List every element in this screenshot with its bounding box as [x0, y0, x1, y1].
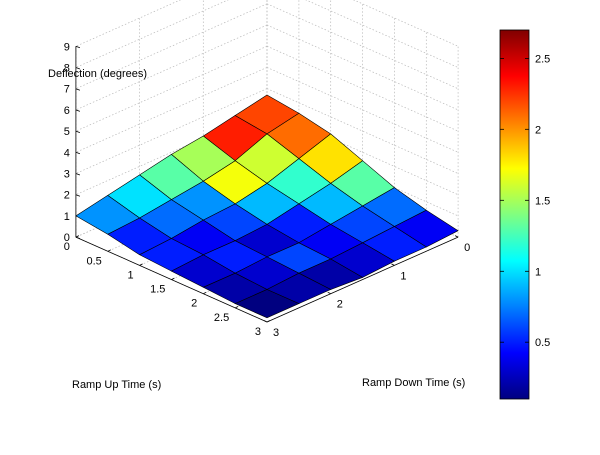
y-tick-mark	[263, 320, 268, 323]
x-tick-label: 2	[191, 298, 197, 310]
colorbar-tick-label: 2	[535, 124, 541, 136]
y-tick-label: 0	[464, 242, 470, 254]
y-tick-mark	[327, 291, 331, 295]
z-tick-mark	[75, 194, 81, 197]
z-tick-mark	[75, 88, 81, 91]
z-tick-label: 1	[64, 211, 70, 223]
y-tick-label: 3	[273, 327, 279, 339]
colorbar-gradient	[499, 29, 530, 400]
grid-line	[75, 0, 229, 68]
z-tick-label: 0	[64, 232, 70, 244]
surface-layer	[75, 94, 459, 319]
z-tick-label: 5	[64, 126, 70, 138]
z-tick-mark	[75, 236, 81, 239]
x-tick-label: 1	[127, 269, 133, 281]
y-tick-mark	[454, 235, 459, 238]
colorbar-tick-label: 0.5	[535, 337, 550, 349]
z-axis-label: Deflection (degrees)	[48, 68, 147, 80]
label-layer: 0 1 2 3 4 5 6 7 8 9 0 0.5 1 1.5 2 2.5 3 0 1 2 3	[64, 41, 470, 339]
z-tick-mark	[75, 151, 81, 155]
z-tick-label: 2	[64, 190, 70, 202]
z-tick-mark	[75, 109, 81, 112]
y-axis-label: Ramp Down Time (s)	[362, 377, 465, 389]
x-tick-mark	[203, 291, 207, 295]
z-tick-mark	[75, 173, 81, 176]
x-tick-mark	[266, 320, 271, 323]
colorbar-tick-label: 1.5	[535, 195, 550, 207]
z-tick-label: 3	[64, 169, 70, 181]
x-tick-label: 3	[255, 326, 261, 338]
x-tick-mark	[139, 263, 143, 266]
z-tick-mark	[75, 67, 81, 70]
colorbar-tick-label: 2.5	[535, 53, 550, 65]
y-axis-line	[266, 236, 459, 323]
x-tick-label: 1.5	[150, 284, 165, 296]
x-tick-label: 2.5	[214, 312, 229, 324]
z-tick-mark	[75, 45, 81, 49]
surface-patch	[234, 289, 300, 319]
z-tick-label: 4	[64, 147, 70, 159]
z-tick-label: 8	[64, 63, 70, 75]
grid-line	[75, 0, 181, 47]
z-tick-label: 7	[64, 84, 70, 96]
z-tick-mark	[75, 130, 81, 133]
x-tick-mark	[171, 277, 175, 280]
x-tick-mark	[235, 306, 239, 309]
x-tick-mark	[75, 235, 80, 238]
colorbar-tick-label: 1	[535, 266, 541, 278]
colorbar: 0.5 1 1.5 2 2.5	[499, 29, 550, 400]
x-axis-label: Ramp Up Time (s)	[72, 379, 161, 391]
x-tick-label: 0.5	[87, 255, 102, 267]
z-tick-label: 9	[64, 41, 70, 53]
z-tick-label: 6	[64, 105, 70, 117]
x-tick-label: 0	[64, 241, 70, 253]
x-tick-mark	[107, 249, 111, 252]
y-tick-mark	[391, 263, 395, 266]
y-tick-label: 2	[337, 299, 343, 311]
y-tick-label: 1	[400, 270, 406, 282]
